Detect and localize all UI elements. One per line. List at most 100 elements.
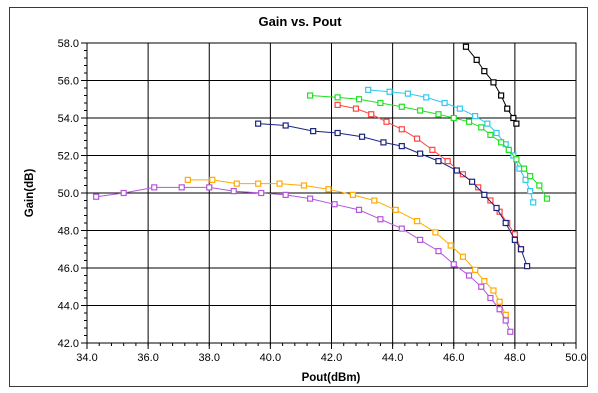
data-point-marker — [473, 56, 480, 63]
data-point-marker — [206, 184, 213, 191]
data-point-marker — [184, 176, 191, 183]
data-point-marker — [490, 287, 497, 294]
data-point-marker — [404, 90, 412, 97]
data-point-marker — [282, 122, 289, 129]
series-4 — [334, 101, 525, 253]
data-point-marker — [365, 86, 372, 93]
data-point-marker — [307, 92, 314, 99]
data-point-marker — [490, 79, 497, 86]
y-tick-label: 52.0 — [58, 151, 79, 163]
data-point-marker — [352, 105, 360, 112]
y-tick-label: 46.0 — [58, 263, 79, 275]
y-tick-label: 48.0 — [58, 226, 79, 238]
data-point-marker — [513, 120, 520, 127]
x-tick-label: 50.0 — [565, 352, 586, 364]
data-point-marker — [377, 216, 384, 223]
data-point-marker — [398, 126, 405, 133]
x-tick-label: 38.0 — [199, 352, 220, 364]
y-axis: 42.0 44.0 46.0 48.0 50.0 52.0 54.0 56.0 58.0 — [58, 38, 87, 350]
data-point-marker — [498, 92, 505, 99]
data-point-marker — [368, 111, 375, 118]
data-point-marker — [233, 180, 240, 187]
data-point-marker — [472, 113, 479, 120]
data-point-marker — [355, 96, 363, 103]
data-point-marker — [527, 173, 534, 180]
y-tick-label: 50.0 — [58, 188, 79, 200]
series-line — [96, 186, 511, 332]
data-point-marker — [371, 197, 378, 204]
data-point-marker — [355, 206, 363, 213]
series-layer — [93, 43, 551, 335]
data-point-marker — [398, 103, 405, 110]
x-tick-label: 46.0 — [443, 352, 464, 364]
data-point-marker — [413, 218, 421, 225]
x-tick-label: 42.0 — [321, 352, 342, 364]
gain-vs-pout-chart: Gain vs. Pout 34.0 36.0 38.0 40.0 42.0 44.0 46… — [24, 14, 587, 384]
data-point-marker — [300, 182, 308, 189]
data-point-marker — [496, 298, 503, 305]
series-5 — [255, 120, 531, 270]
data-point-marker — [487, 131, 494, 138]
series-1 — [462, 43, 520, 127]
data-point-marker — [456, 105, 463, 112]
data-point-marker — [465, 118, 473, 125]
series-line — [337, 104, 522, 250]
data-point-marker — [432, 229, 439, 236]
data-point-marker — [493, 204, 500, 212]
data-point-marker — [481, 191, 488, 198]
data-point-marker — [513, 156, 520, 163]
data-point-marker — [468, 178, 476, 185]
data-point-marker — [441, 99, 448, 107]
data-point-marker — [310, 128, 317, 135]
chart-frame: Gain vs. Pout 34.0 36.0 38.0 40.0 42.0 44.0 46… — [9, 7, 588, 387]
data-point-marker — [331, 201, 338, 208]
data-point-marker — [510, 114, 517, 122]
data-point-marker — [386, 88, 393, 95]
series-3 — [307, 92, 551, 202]
data-point-marker — [255, 180, 262, 187]
data-point-marker — [462, 43, 470, 50]
data-point-marker — [447, 242, 454, 249]
data-point-marker — [517, 246, 525, 253]
y-tick-label: 54.0 — [58, 113, 79, 125]
data-point-marker — [398, 143, 405, 150]
data-point-marker — [417, 150, 424, 157]
chart-title: Gain vs. Pout — [258, 14, 342, 29]
x-axis-label: Pout(dBm) — [302, 372, 361, 384]
data-point-marker — [349, 191, 356, 198]
grid-lines — [86, 42, 577, 344]
data-point-marker — [325, 186, 332, 193]
y-tick-label: 56.0 — [58, 76, 79, 88]
data-point-marker — [493, 129, 500, 137]
data-point-marker — [429, 146, 436, 153]
data-point-marker — [377, 99, 384, 107]
series-2 — [365, 86, 537, 206]
y-tick-label: 44.0 — [58, 301, 79, 313]
data-point-marker — [511, 236, 518, 243]
data-point-marker — [507, 328, 514, 335]
data-point-marker — [504, 105, 511, 112]
data-point-marker — [520, 165, 528, 172]
data-point-marker — [417, 107, 424, 114]
data-point-marker — [481, 68, 488, 75]
x-tick-label: 34.0 — [76, 352, 97, 364]
data-point-marker — [450, 114, 457, 122]
data-point-marker — [472, 266, 479, 273]
data-point-marker — [475, 184, 482, 191]
data-point-marker — [498, 139, 505, 146]
data-point-marker — [307, 195, 314, 202]
data-point-marker — [398, 225, 405, 232]
data-point-marker — [502, 311, 509, 318]
data-point-marker — [481, 278, 488, 285]
x-axis: 34.0 36.0 38.0 40.0 42.0 44.0 46.0 48.0 50.0 — [76, 343, 587, 364]
data-point-marker — [459, 171, 467, 178]
data-point-marker — [502, 317, 509, 324]
data-point-marker — [523, 263, 531, 270]
x-tick-label: 40.0 — [260, 352, 281, 364]
data-point-marker — [496, 306, 503, 313]
data-point-marker — [334, 101, 341, 108]
data-point-marker — [417, 236, 424, 243]
data-point-marker — [93, 193, 100, 200]
data-point-marker — [453, 167, 460, 174]
data-point-marker — [258, 189, 265, 197]
